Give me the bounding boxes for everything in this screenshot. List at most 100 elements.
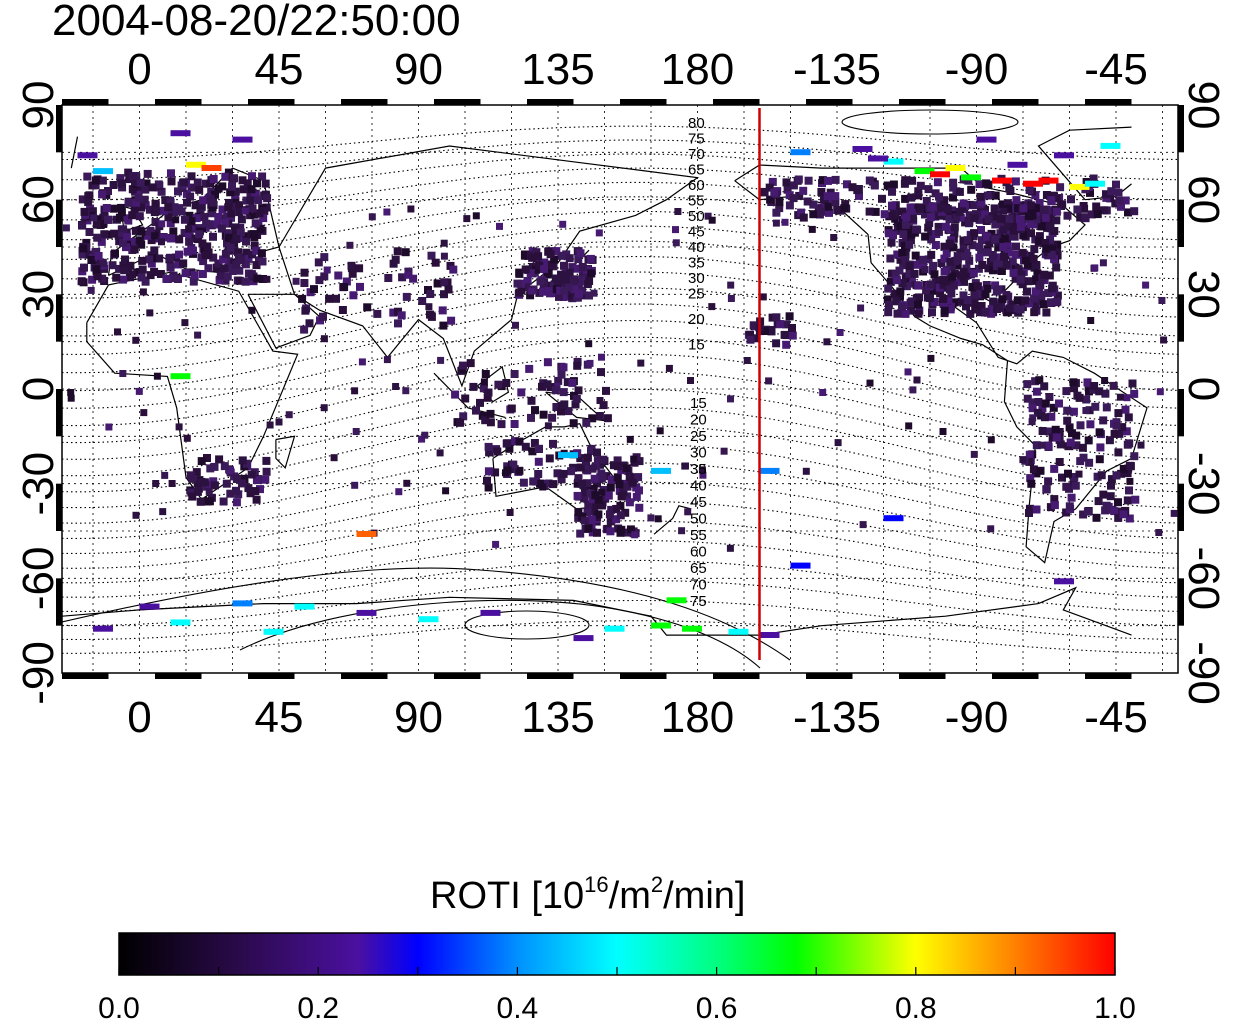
roti-pixel — [888, 201, 897, 210]
roti-pixel — [782, 340, 791, 349]
roti-pixel — [939, 300, 948, 308]
roti-pixel — [889, 180, 898, 189]
roti-pixel — [809, 210, 818, 219]
roti-pixel — [999, 243, 1008, 251]
roti-pixel — [143, 169, 152, 178]
roti-pixel — [802, 467, 810, 475]
roti-pixel — [252, 476, 261, 485]
roti-pixel — [142, 179, 151, 188]
roti-pixel — [551, 386, 560, 395]
roti-pixel — [88, 275, 97, 284]
roti-pixel — [151, 232, 159, 240]
roti-pixel — [930, 298, 939, 306]
roti-pixel — [989, 212, 998, 221]
roti-pixel — [401, 248, 410, 257]
frame-band-top — [155, 99, 202, 105]
roti-pixel — [169, 274, 178, 283]
roti-pixel — [1114, 448, 1123, 457]
roti-pixel — [593, 456, 602, 465]
roti-pixel — [210, 481, 219, 490]
roti-pixel — [77, 277, 86, 286]
roti-high-value-pixel — [1085, 180, 1105, 187]
roti-pixel — [1063, 211, 1072, 220]
roti-pixel — [203, 454, 211, 462]
roti-pixel — [300, 325, 309, 334]
roti-pixel — [192, 468, 201, 477]
roti-pixel — [236, 223, 245, 232]
lat-tick-label-left: 90 — [14, 81, 63, 130]
mag-lat-contour — [62, 240, 1178, 318]
coastline — [653, 505, 692, 535]
roti-pixel — [183, 198, 191, 207]
roti-pixel — [158, 220, 166, 228]
roti-pixel — [819, 389, 827, 396]
roti-pixel — [117, 179, 126, 188]
roti-pixel — [945, 239, 954, 248]
roti-high-value-pixel — [558, 452, 578, 459]
roti-pixel — [906, 306, 915, 315]
roti-pixel — [165, 253, 174, 262]
roti-pixel — [1021, 296, 1030, 305]
roti-pixel — [563, 378, 572, 387]
roti-pixel — [1028, 398, 1037, 407]
roti-high-value-pixel — [1038, 177, 1059, 184]
roti-pixel — [117, 208, 126, 217]
roti-pixel — [246, 489, 255, 498]
roti-pixel — [263, 194, 272, 203]
roti-pixel — [749, 321, 758, 330]
contour-label-south: 55 — [690, 527, 707, 544]
roti-pixel — [831, 198, 840, 207]
roti-pixel — [785, 312, 794, 321]
roti-pixel — [772, 208, 781, 217]
roti-pixel — [1101, 506, 1110, 515]
roti-pixel — [799, 213, 808, 222]
roti-pixel — [1109, 381, 1118, 390]
roti-pixel — [1065, 423, 1074, 432]
roti-pixel — [1112, 421, 1121, 430]
roti-pixel — [768, 177, 777, 186]
roti-pixel — [258, 172, 267, 181]
roti-pixel — [914, 309, 923, 318]
roti-pixel — [484, 467, 493, 476]
roti-pixel — [186, 192, 195, 201]
roti-pixel — [896, 222, 905, 230]
roti-pixel — [427, 251, 436, 260]
roti-pixel — [137, 203, 146, 212]
roti-pixel — [699, 471, 707, 479]
roti-pixel — [161, 471, 169, 479]
roti-pixel — [346, 241, 354, 249]
roti-pixel — [544, 287, 553, 295]
roti-pixel — [1090, 382, 1099, 390]
roti-pixel — [825, 208, 833, 217]
roti-pixel — [246, 196, 255, 205]
roti-pixel — [62, 224, 70, 232]
roti-pixel — [1050, 464, 1059, 473]
roti-pixel — [137, 227, 146, 236]
roti-pixel — [145, 255, 154, 264]
roti-pixel — [548, 413, 557, 422]
roti-pixel — [185, 231, 194, 240]
roti-pixel — [578, 269, 587, 278]
roti-pixel — [781, 218, 789, 226]
roti-pixel — [314, 258, 323, 267]
roti-pixel — [121, 256, 130, 265]
roti-pixel — [572, 394, 581, 403]
roti-pixel — [252, 246, 261, 255]
roti-pixel — [174, 187, 182, 196]
roti-pixel — [557, 407, 565, 416]
roti-pixel — [987, 305, 996, 314]
roti-pixel — [193, 487, 202, 496]
roti-pixel — [1070, 384, 1079, 393]
roti-pixel — [594, 510, 603, 519]
roti-pixel — [971, 305, 980, 314]
roti-pixel — [191, 201, 200, 210]
roti-pixel — [539, 287, 547, 296]
roti-pixel — [141, 201, 150, 210]
roti-pixel — [136, 178, 145, 187]
roti-pixel — [228, 182, 236, 191]
roti-pixel — [292, 277, 300, 285]
roti-pixel — [254, 196, 263, 205]
roti-pixel — [104, 230, 113, 239]
roti-pixel — [1038, 219, 1047, 228]
roti-pixel — [389, 308, 398, 317]
